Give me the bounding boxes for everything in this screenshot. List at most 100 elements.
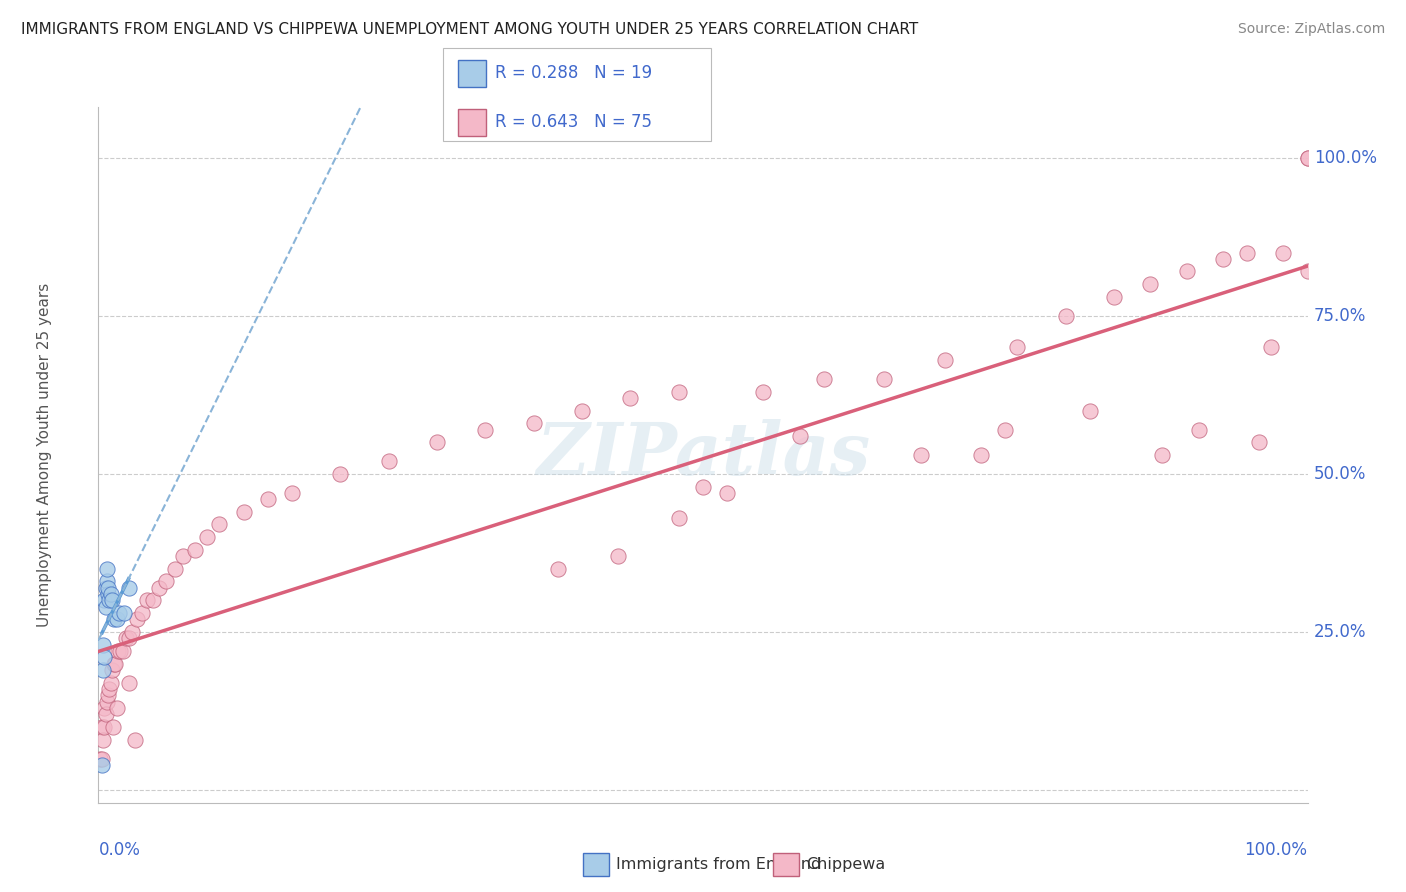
Point bbox=[208, 517, 231, 532]
Point bbox=[112, 606, 135, 620]
Point bbox=[93, 720, 115, 734]
Point bbox=[124, 732, 146, 747]
Point bbox=[94, 581, 117, 595]
Point bbox=[1188, 423, 1211, 437]
Point bbox=[668, 384, 690, 399]
Point bbox=[115, 632, 138, 646]
Point bbox=[232, 505, 254, 519]
Point bbox=[1260, 340, 1282, 354]
Point bbox=[89, 751, 111, 765]
Point bbox=[127, 612, 149, 626]
Point bbox=[118, 581, 141, 595]
Text: Immigrants from England: Immigrants from England bbox=[616, 857, 821, 871]
Point bbox=[789, 429, 811, 443]
Point bbox=[873, 372, 896, 386]
Point bbox=[1272, 245, 1295, 260]
Point bbox=[96, 695, 118, 709]
Point bbox=[100, 675, 122, 690]
Point bbox=[607, 549, 630, 563]
Point bbox=[91, 638, 114, 652]
Point bbox=[100, 663, 122, 677]
Point bbox=[163, 562, 186, 576]
Point bbox=[571, 403, 593, 417]
Point bbox=[1175, 264, 1198, 278]
Point bbox=[98, 681, 121, 696]
Point bbox=[426, 435, 449, 450]
Point bbox=[93, 593, 115, 607]
Point bbox=[103, 612, 125, 626]
Point bbox=[142, 593, 165, 607]
Point bbox=[97, 581, 120, 595]
Point bbox=[994, 423, 1017, 437]
Point bbox=[94, 707, 117, 722]
Point bbox=[619, 391, 641, 405]
Point bbox=[94, 599, 117, 614]
Text: R = 0.288   N = 19: R = 0.288 N = 19 bbox=[495, 64, 652, 82]
Text: R = 0.643   N = 75: R = 0.643 N = 75 bbox=[495, 113, 652, 131]
Point bbox=[1152, 448, 1174, 462]
Text: Source: ZipAtlas.com: Source: ZipAtlas.com bbox=[1237, 22, 1385, 37]
Point bbox=[93, 650, 115, 665]
Point bbox=[329, 467, 352, 481]
Point bbox=[668, 511, 690, 525]
Point bbox=[1296, 264, 1319, 278]
Point bbox=[716, 486, 738, 500]
Point bbox=[547, 562, 569, 576]
Point bbox=[148, 581, 170, 595]
Point bbox=[1236, 245, 1258, 260]
Point bbox=[103, 657, 125, 671]
Point bbox=[1139, 277, 1161, 292]
Text: 100.0%: 100.0% bbox=[1313, 149, 1376, 167]
Point bbox=[131, 606, 153, 620]
Point bbox=[93, 701, 115, 715]
Point bbox=[135, 593, 157, 607]
Point bbox=[91, 732, 114, 747]
Point bbox=[97, 587, 120, 601]
Text: 0.0%: 0.0% bbox=[98, 841, 141, 859]
Point bbox=[256, 492, 278, 507]
Point bbox=[1102, 290, 1125, 304]
Point bbox=[104, 657, 127, 671]
Point bbox=[118, 675, 141, 690]
Point bbox=[1078, 403, 1101, 417]
Point bbox=[752, 384, 775, 399]
Point bbox=[108, 644, 131, 658]
Point bbox=[523, 417, 546, 431]
Point bbox=[107, 644, 129, 658]
Point bbox=[474, 423, 496, 437]
Point bbox=[377, 454, 399, 468]
Point bbox=[91, 720, 114, 734]
Point bbox=[172, 549, 194, 563]
Text: 75.0%: 75.0% bbox=[1313, 307, 1367, 325]
Point bbox=[101, 720, 124, 734]
Point bbox=[1007, 340, 1029, 354]
Point bbox=[281, 486, 304, 500]
Text: 25.0%: 25.0% bbox=[1313, 623, 1367, 641]
Point bbox=[96, 574, 118, 589]
Point bbox=[118, 632, 141, 646]
Point bbox=[1212, 252, 1234, 266]
Point bbox=[692, 479, 714, 493]
Point bbox=[105, 701, 128, 715]
Point bbox=[100, 587, 122, 601]
Point bbox=[184, 542, 207, 557]
Point bbox=[91, 757, 114, 772]
Point bbox=[934, 353, 956, 368]
Point bbox=[1249, 435, 1271, 450]
Text: ZIPatlas: ZIPatlas bbox=[536, 419, 870, 491]
Point bbox=[96, 562, 118, 576]
Point bbox=[91, 751, 114, 765]
Point bbox=[121, 625, 143, 640]
Point bbox=[910, 448, 932, 462]
Point bbox=[100, 593, 122, 607]
Point bbox=[970, 448, 993, 462]
Text: 50.0%: 50.0% bbox=[1313, 465, 1367, 483]
Point bbox=[155, 574, 177, 589]
Point bbox=[1296, 151, 1319, 165]
Point bbox=[108, 606, 131, 620]
Text: Unemployment Among Youth under 25 years: Unemployment Among Youth under 25 years bbox=[37, 283, 52, 627]
Point bbox=[105, 612, 128, 626]
Point bbox=[1296, 151, 1319, 165]
Text: Chippewa: Chippewa bbox=[806, 857, 884, 871]
Text: IMMIGRANTS FROM ENGLAND VS CHIPPEWA UNEMPLOYMENT AMONG YOUTH UNDER 25 YEARS CORR: IMMIGRANTS FROM ENGLAND VS CHIPPEWA UNEM… bbox=[21, 22, 918, 37]
